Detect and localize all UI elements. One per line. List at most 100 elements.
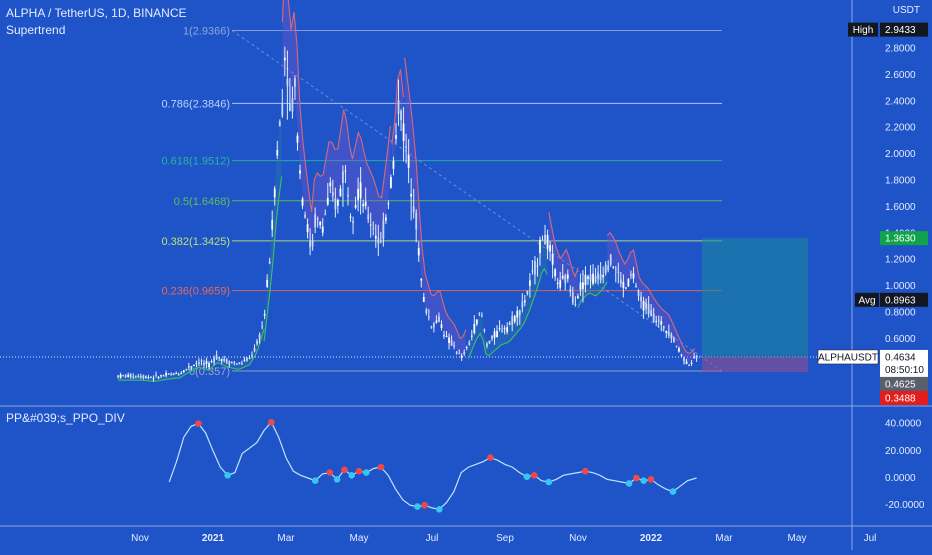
supertrend-line xyxy=(404,57,467,340)
candle-body xyxy=(225,359,228,363)
candle-body xyxy=(208,363,210,368)
candle-body xyxy=(230,362,233,364)
price-tick-label: 1.2000 xyxy=(885,255,916,266)
candle-body xyxy=(198,361,200,364)
candle-body xyxy=(546,234,549,249)
candle-body xyxy=(655,321,658,323)
candle-body xyxy=(281,102,284,116)
candle-body xyxy=(683,357,685,362)
candle-body xyxy=(407,154,410,168)
candle-body xyxy=(170,373,173,375)
ppo-tick-label: -20.0000 xyxy=(885,500,925,511)
price-tag-value: 0.8963 xyxy=(885,295,916,306)
candle-body xyxy=(382,220,385,240)
price-tag-bg xyxy=(880,390,928,405)
candle-body xyxy=(349,216,352,218)
candle-body xyxy=(233,362,236,364)
candle-body xyxy=(503,328,506,330)
candle-body xyxy=(486,343,488,347)
fib-label: 1(2.9366) xyxy=(183,26,230,38)
candle-body xyxy=(240,363,243,365)
supertrend-line xyxy=(263,176,283,341)
candle-body xyxy=(455,352,458,354)
candle-body xyxy=(491,335,493,339)
candle-body xyxy=(314,214,317,228)
supertrend-band xyxy=(391,69,404,174)
candle-body xyxy=(352,221,354,223)
candle-body xyxy=(619,279,622,284)
fib-label: 0.382(1.3425) xyxy=(162,236,231,248)
candle-body xyxy=(362,204,365,207)
supertrend-line xyxy=(391,69,405,145)
candle-body xyxy=(478,312,481,315)
candle-body xyxy=(632,273,635,279)
candle-body xyxy=(645,302,647,309)
candle-body xyxy=(448,337,450,344)
candle-body xyxy=(132,376,135,378)
time-tick-label: Jul xyxy=(864,533,877,544)
candle-body xyxy=(576,296,579,299)
candle-body xyxy=(690,362,693,364)
candle-body xyxy=(258,334,261,339)
candle-body xyxy=(291,98,294,112)
candle-body xyxy=(635,285,637,287)
candle-body xyxy=(564,275,567,284)
candle-body xyxy=(463,351,466,355)
ppo-divergence-dot xyxy=(195,420,202,427)
candle-body xyxy=(160,375,162,377)
time-tick-label: Nov xyxy=(131,533,149,544)
candle-body xyxy=(594,275,597,282)
tag-label-bg xyxy=(848,22,878,37)
supertrend-band xyxy=(578,263,608,308)
ppo-label: PP&#039;s_PPO_DIV xyxy=(6,411,125,425)
candle-body xyxy=(584,275,587,286)
candle-body xyxy=(549,245,551,252)
candle-body xyxy=(415,212,418,230)
candle-body xyxy=(453,345,455,347)
ppo-divergence-dot xyxy=(326,469,334,476)
candle-body xyxy=(612,266,615,268)
candle-body xyxy=(652,313,655,322)
price-tag-value: 1.3630 xyxy=(885,234,916,245)
supertrend-band xyxy=(468,236,548,359)
candle-body xyxy=(210,361,213,363)
candle-body xyxy=(440,324,443,328)
candle-body xyxy=(339,188,342,197)
candle-body xyxy=(372,227,375,229)
candle-body xyxy=(276,150,279,156)
position-box[interactable] xyxy=(702,238,808,373)
candle-body xyxy=(695,355,698,359)
candle-body xyxy=(377,238,380,244)
position-stop-zone xyxy=(702,356,808,373)
candle-body xyxy=(278,121,281,127)
candle-body xyxy=(402,123,405,142)
candle-body xyxy=(147,376,150,378)
candle-body xyxy=(117,375,119,378)
candle-body xyxy=(326,197,329,205)
candle-body xyxy=(624,287,627,289)
candle-body xyxy=(172,373,175,376)
candle-body xyxy=(192,365,195,367)
candle-body xyxy=(541,239,544,241)
price-tick-label: 2.0000 xyxy=(885,149,916,160)
candle-body xyxy=(599,273,602,281)
candle-body xyxy=(554,269,557,277)
supertrend-band xyxy=(404,57,466,357)
candle-body xyxy=(445,336,448,338)
candle-body xyxy=(150,377,152,379)
position-target-zone xyxy=(702,238,808,357)
candle-body xyxy=(329,182,332,187)
candle-body xyxy=(589,274,592,281)
candle-body xyxy=(379,241,382,243)
candle-body xyxy=(127,374,130,378)
candle-body xyxy=(261,326,263,328)
ppo-divergence-dot xyxy=(377,463,385,471)
candle-body xyxy=(528,280,531,286)
candle-body xyxy=(165,373,167,376)
candle-body xyxy=(614,268,617,270)
candle-body xyxy=(367,214,370,220)
candle-body xyxy=(271,220,274,230)
fib-label: 0.236(0.9659) xyxy=(162,286,231,298)
